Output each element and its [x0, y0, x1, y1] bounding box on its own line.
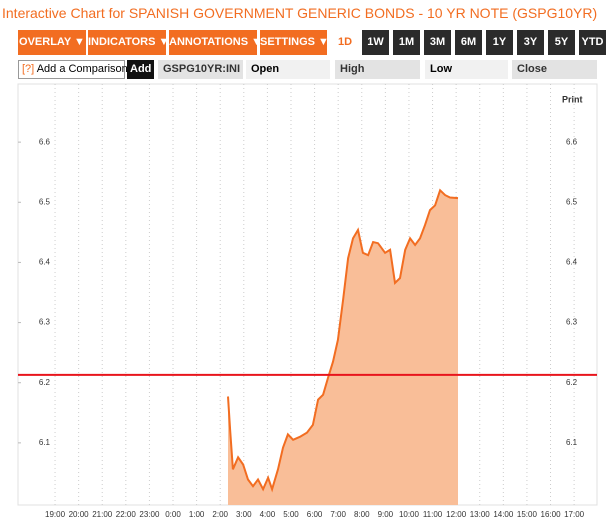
comparison-placeholder: Add a Comparison: [36, 63, 128, 75]
range-button[interactable]: 3M: [424, 30, 451, 55]
range-button[interactable]: 1M: [393, 30, 420, 55]
y-tick-label-right: 6.5: [566, 197, 578, 206]
y-tick-label: 6.1: [39, 438, 51, 447]
x-tick-label: 11:00: [423, 510, 443, 519]
area: [228, 190, 458, 506]
range-button[interactable]: 1W: [362, 30, 389, 55]
range-button[interactable]: 5Y: [548, 30, 575, 55]
x-tick-label: 19:00: [45, 510, 66, 519]
x-tick-label: 23:00: [139, 510, 160, 519]
x-tick-label: 12:00: [446, 510, 467, 519]
x-tick-label: 2:00: [212, 510, 228, 519]
x-tick-label: 0:00: [165, 510, 181, 519]
y-tick-label-right: 6.2: [566, 378, 578, 387]
range-button[interactable]: 3Y: [517, 30, 544, 55]
x-tick-label: 7:00: [330, 510, 346, 519]
x-tick-label: 9:00: [378, 510, 394, 519]
y-tick-label: 6.5: [39, 197, 51, 206]
x-tick-label: 20:00: [69, 510, 90, 519]
high-field: High: [335, 60, 420, 79]
x-tick-label: 13:00: [470, 510, 491, 519]
annotations-menu[interactable]: ANNOTATIONS ▼: [169, 30, 262, 55]
y-tick-label-right: 6.4: [566, 258, 578, 267]
x-tick-label: 1:00: [189, 510, 205, 519]
y-tick-label-right: 6.3: [566, 318, 578, 327]
symbol-label: GSPG10YR:INI: [158, 60, 243, 79]
close-field: Close: [512, 60, 597, 79]
open-field: Open: [246, 60, 330, 79]
x-tick-label: 4:00: [260, 510, 276, 519]
help-icon[interactable]: [?]: [22, 63, 35, 75]
settings-menu[interactable]: SETTINGS ▼: [260, 30, 329, 55]
indicators-menu[interactable]: INDICATORS ▼: [88, 30, 169, 55]
y-tick-label: 6.2: [39, 378, 51, 387]
range-button[interactable]: 1Y: [486, 30, 513, 55]
x-tick-label: 15:00: [517, 510, 538, 519]
low-field: Low: [425, 60, 508, 79]
range-button[interactable]: YTD: [579, 30, 606, 55]
x-tick-label: 10:00: [399, 510, 420, 519]
comparison-input[interactable]: [?] Add a Comparison: [18, 60, 128, 79]
overlay-menu[interactable]: OVERLAY ▼: [18, 30, 86, 55]
add-button[interactable]: Add: [127, 60, 154, 79]
print-link[interactable]: Print: [562, 94, 583, 104]
x-tick-label: 21:00: [92, 510, 113, 519]
x-tick-label: 14:00: [493, 510, 514, 519]
x-tick-label: 6:00: [307, 510, 323, 519]
y-tick-label-right: 6.1: [566, 438, 578, 447]
y-tick-label: 6.3: [39, 318, 51, 327]
x-tick-label: 22:00: [116, 510, 137, 519]
range-button[interactable]: 1D: [333, 30, 357, 55]
x-tick-label: 5:00: [283, 510, 299, 519]
range-button[interactable]: 6M: [455, 30, 482, 55]
x-tick-label: 8:00: [354, 510, 370, 519]
y-tick-label: 6.4: [39, 258, 51, 267]
chart-title: Interactive Chart for SPANISH GOVERNMENT…: [2, 5, 598, 21]
y-tick-label: 6.6: [39, 137, 51, 146]
x-tick-label: 16:00: [541, 510, 562, 519]
x-tick-label: 17:00: [564, 510, 585, 519]
y-tick-label-right: 6.6: [566, 137, 578, 146]
x-tick-label: 3:00: [236, 510, 252, 519]
line: [227, 188, 459, 493]
